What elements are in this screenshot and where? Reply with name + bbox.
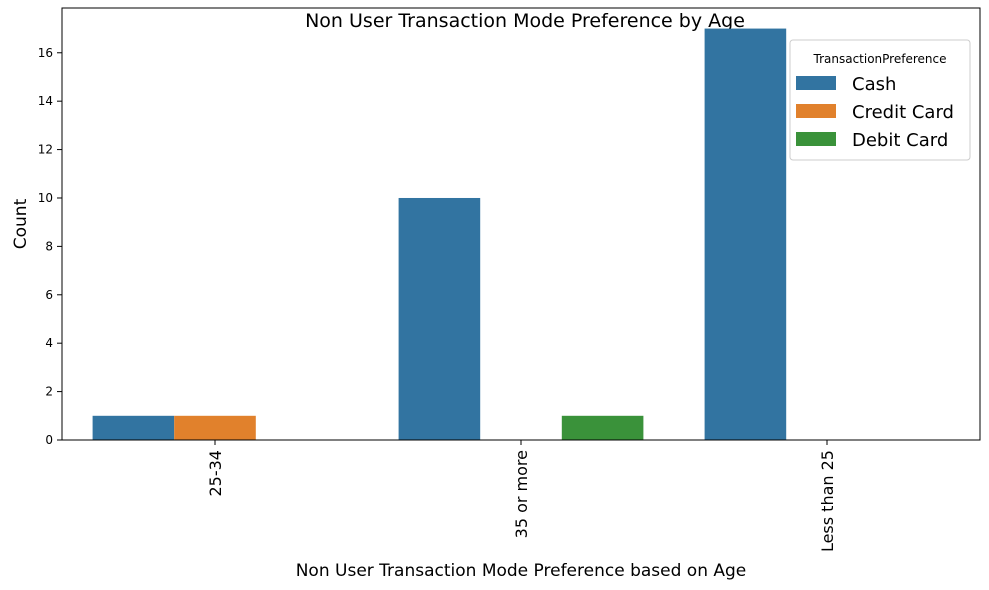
legend-label-cash: Cash [852,74,896,95]
y-axis-ticks: 0 2 4 6 8 10 12 14 16 [38,46,62,447]
legend: TransactionPreference Cash Credit Card Deb… [789,39,971,161]
x-axis-ticks: 25-34 35 or more Less than 25 [206,440,837,552]
bar-credit-card-0 [174,415,256,440]
chart-title: Non User Transaction Mode Preference by … [305,10,745,32]
bars-group [92,28,787,440]
y-tick-label: 12 [38,143,53,157]
legend-swatch-credit-card [796,104,836,118]
y-axis-label: Count [11,198,31,249]
bar-cash-1 [398,197,481,440]
bar-debit-card-1 [561,415,644,440]
y-tick-label: 8 [45,239,53,253]
legend-title: TransactionPreference [813,52,947,66]
legend-label-credit-card: Credit Card [852,102,954,123]
plot-area: 0 2 4 6 8 10 12 14 16 25-34 35 or more Less than 2… [38,7,981,552]
legend-frame [789,39,971,161]
legend-swatch-cash [796,76,836,90]
y-tick-label: 2 [45,385,53,399]
x-tick-label: Less than 25 [818,450,837,552]
bar-cash-0 [92,415,175,440]
y-tick-label: 14 [38,94,53,108]
x-axis-label: Non User Transaction Mode Preference bas… [296,561,747,581]
bar-cash-2 [704,28,787,440]
legend-swatch-debit-card [796,132,836,146]
legend-label-debit-card: Debit Card [852,130,948,151]
y-tick-label: 0 [45,433,53,447]
y-tick-label: 6 [45,288,53,302]
y-tick-label: 10 [38,191,53,205]
plot-frame [61,7,981,441]
x-tick-label: 35 or more [512,450,531,538]
x-tick-label: 25-34 [206,450,225,497]
y-tick-label: 16 [38,46,53,60]
y-tick-label: 4 [45,336,53,350]
legend-items: Cash Credit Card Debit Card [796,74,954,151]
